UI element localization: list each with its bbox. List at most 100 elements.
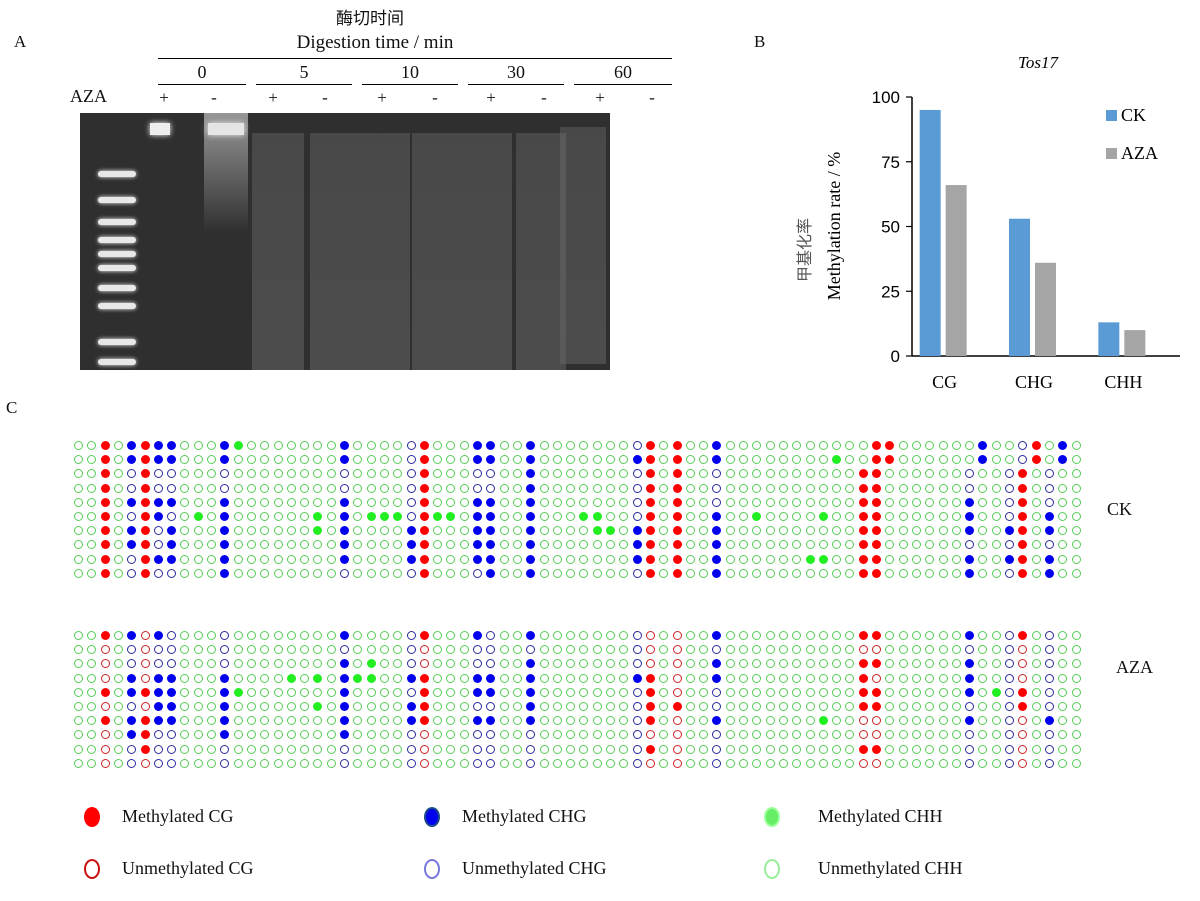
unmethylated-chh-dot [539, 631, 549, 640]
unmethylated-chg-dot [486, 659, 496, 669]
unmethylated-chh-dot [273, 645, 283, 655]
unmethylated-chh-dot [951, 673, 961, 683]
unmethylated-chg-dot [486, 730, 496, 740]
unmethylated-chh-dot [433, 730, 443, 740]
methylated-chh-icon [764, 806, 780, 827]
unmethylated-chh-dot [739, 512, 748, 521]
methylated-chg-dot [220, 730, 230, 740]
unmethylated-chh-dot [1071, 631, 1081, 640]
methylated-cg-dot [419, 455, 429, 465]
unmethylated-chh-dot [180, 568, 190, 578]
unmethylated-chh-dot [286, 744, 296, 754]
unmethylated-chh-dot [592, 744, 602, 754]
unmethylated-chh-dot [566, 554, 576, 564]
methylated-chg-dot [712, 441, 722, 450]
unmethylated-chh-dot [313, 687, 323, 697]
timepoint-underline [256, 84, 352, 85]
legend-item: Methylated CHG [414, 806, 586, 827]
methylated-chg-dot [486, 673, 496, 683]
unmethylated-chh-dot [818, 483, 828, 493]
lane-sign: - [649, 88, 655, 107]
unmethylated-chg-dot [1018, 455, 1028, 465]
unmethylated-chh-dot [739, 554, 748, 564]
unmethylated-chg-dot [1044, 540, 1054, 550]
unmethylated-chh-dot [566, 483, 576, 493]
unmethylated-chh-dot [113, 758, 123, 768]
methylated-chh-dot [233, 687, 243, 697]
unmethylated-chh-dot [592, 631, 602, 640]
unmethylated-chh-dot [366, 554, 376, 564]
methylated-cg-dot [645, 687, 655, 697]
unmethylated-chh-dot [938, 687, 948, 697]
methylated-cg-dot [140, 716, 150, 726]
unmethylated-chh-dot [885, 483, 895, 493]
unmethylated-chh-dot [832, 483, 842, 493]
unmethylated-chh-dot [898, 744, 908, 754]
unmethylated-chh-dot [393, 758, 403, 768]
unmethylated-chh-dot [938, 702, 948, 711]
unmethylated-chh-dot [74, 687, 83, 697]
unmethylated-chh-dot [566, 673, 576, 683]
methylated-chg-dot [632, 554, 642, 564]
unmethylated-chg-dot [1005, 744, 1014, 754]
unmethylated-chh-dot [832, 687, 842, 697]
unmethylated-chh-dot [433, 554, 443, 564]
unmethylated-chg-dot [473, 702, 482, 711]
unmethylated-chg-dot [632, 744, 642, 754]
unmethylated-chh-dot [207, 554, 216, 564]
unmethylated-chh-dot [393, 631, 403, 640]
unmethylated-chh-dot [805, 469, 815, 479]
unmethylated-chh-dot [951, 631, 961, 640]
unmethylated-chh-dot [74, 744, 83, 754]
unmethylated-chh-dot [566, 441, 576, 450]
unmethylated-chh-dot [313, 441, 323, 450]
methylated-chg-dot [127, 673, 137, 683]
methylated-cg-dot [419, 441, 429, 450]
unmethylated-chh-dot [233, 631, 243, 640]
unmethylated-chh-dot [180, 744, 190, 754]
methylated-chg-dot [712, 631, 722, 640]
agarose-gel-image [80, 113, 610, 370]
unmethylated-chh-dot [951, 441, 961, 450]
unmethylated-chh-dot [566, 540, 576, 550]
unmethylated-chg-dot [1005, 645, 1014, 655]
unmethylated-chh-dot [885, 744, 895, 754]
methylated-cg-dot [100, 526, 110, 536]
unmethylated-chh-dot [260, 687, 270, 697]
unmethylated-chh-dot [286, 568, 296, 578]
unmethylated-chh-dot [832, 568, 842, 578]
unmethylated-cg-dot [1018, 645, 1028, 655]
unmethylated-chh-dot [539, 483, 549, 493]
unmethylated-chh-dot [739, 702, 748, 711]
unmethylated-chh-dot [512, 744, 522, 754]
methylated-chg-dot [167, 702, 177, 711]
unmethylated-chh-dot [765, 659, 775, 669]
methylated-cg-dot [100, 631, 110, 640]
methylated-chg-dot [473, 526, 482, 536]
methylated-chh-dot [366, 512, 376, 521]
unmethylated-chh-dot [300, 631, 310, 640]
unmethylated-chh-dot [752, 540, 762, 550]
unmethylated-chh-dot [273, 554, 283, 564]
unmethylated-chh-dot [113, 730, 123, 740]
unmethylated-chh-dot [499, 497, 509, 507]
methylated-cg-dot [858, 554, 868, 564]
unmethylated-chh-dot [260, 702, 270, 711]
unmethylated-chh-dot [778, 758, 788, 768]
unmethylated-chh-dot [113, 702, 123, 711]
unmethylated-chh-dot [74, 455, 83, 465]
methylated-cg-dot [140, 568, 150, 578]
methylated-chh-dot [606, 526, 615, 536]
unmethylated-chg-dot [965, 758, 975, 768]
unmethylated-chh-dot [619, 497, 629, 507]
unmethylated-chh-dot [592, 497, 602, 507]
unmethylated-chh-dot [778, 483, 788, 493]
unmethylated-chh-dot [832, 659, 842, 669]
unmethylated-chg-dot [1044, 673, 1054, 683]
unmethylated-chh-dot [246, 716, 256, 726]
unmethylated-chh-dot [433, 540, 443, 550]
methylated-cg-dot [645, 526, 655, 536]
unmethylated-chh-dot [1071, 540, 1081, 550]
ladder-band [98, 219, 136, 225]
unmethylated-chh-dot [300, 730, 310, 740]
